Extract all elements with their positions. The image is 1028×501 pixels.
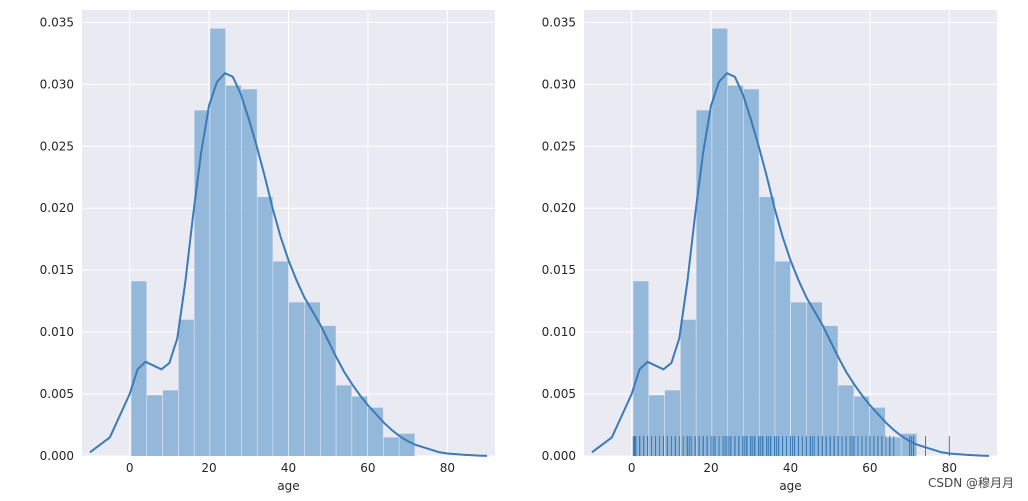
chart-2-x-tick-label-0: 0 [628, 461, 636, 475]
chart-1-panel: 0.000 0.005 0.010 0.015 0.020 0.025 0.030 0.035… [40, 10, 495, 493]
chart-1-bar-6 [225, 85, 242, 457]
chart-2-y-tick-label-5: 0.025 [542, 139, 576, 153]
chart-2-x-tick-label-4: 80 [942, 461, 957, 475]
chart-1-bar-8 [257, 197, 273, 457]
chart-2-bar-9 [775, 261, 791, 456]
chart-1-bar-16 [383, 437, 399, 456]
chart-1-bar-3 [178, 319, 194, 456]
chart-2-bar-8 [759, 197, 775, 457]
chart-2-bar-6 [727, 85, 744, 457]
chart-1-bars [131, 28, 415, 457]
chart-2-bars [633, 28, 917, 457]
chart-2-bar-10 [791, 302, 807, 456]
chart-2-x-tick-label-2: 40 [783, 461, 798, 475]
chart-1-y-tick-label-7: 0.035 [40, 15, 74, 29]
chart-1-bar-12 [320, 325, 336, 456]
chart-1-bar-15 [367, 407, 384, 456]
chart-1-bar-2 [162, 390, 179, 456]
chart-2-bar-3 [680, 319, 696, 456]
chart-1-x-tick-label-2: 40 [281, 461, 296, 475]
chart-2-bar-5 [712, 28, 728, 456]
chart-2-y-tick-label-7: 0.035 [542, 15, 576, 29]
chart-2-y-tick-label-1: 0.005 [542, 387, 576, 401]
chart-1-x-axis-label: age [277, 479, 299, 493]
chart-2-y-tick-label-3: 0.015 [542, 263, 576, 277]
chart-2-bar-7 [743, 89, 759, 457]
watermark: CSDN @穆月月 [927, 476, 1014, 490]
chart-2-y-tick-label-0: 0.000 [542, 449, 576, 463]
chart-1-y-tick-label-1: 0.005 [40, 387, 74, 401]
chart-1-x-tick-label-0: 0 [126, 461, 134, 475]
chart-2-bar-11 [806, 302, 822, 456]
chart-2-bar-12 [822, 325, 838, 456]
chart-2-bar-16 [885, 437, 901, 456]
chart-2-x-axis-label: age [779, 479, 801, 493]
chart-1-y-tick-label-0: 0.000 [40, 449, 74, 463]
chart-1-kde-line [89, 71, 488, 457]
chart-1-bar-10 [289, 302, 305, 456]
chart-1-bar-9 [273, 261, 289, 456]
chart-1-bar-11 [304, 302, 320, 456]
chart-1-y-tick-label-3: 0.015 [40, 263, 74, 277]
chart-2-y-tick-label-2: 0.010 [542, 325, 576, 339]
chart-1-x-tick-label-4: 80 [440, 461, 455, 475]
chart-2-rug [632, 436, 950, 456]
chart-2-kde-line [591, 71, 990, 457]
chart-2-x-tick-label-3: 60 [862, 461, 877, 475]
chart-1-bar-14 [352, 396, 368, 456]
chart-1-bar-4 [194, 110, 210, 456]
chart-2-panel: 0.000 0.005 0.010 0.015 0.020 0.025 0.030 0.035… [542, 10, 997, 493]
chart-1-y-tick-label-6: 0.030 [40, 77, 74, 91]
chart-1-bar-1 [147, 395, 163, 456]
chart-2-x-tick-label-1: 20 [703, 461, 718, 475]
chart-1-y-tick-label-4: 0.020 [40, 201, 74, 215]
chart-1-x-tick-label-3: 60 [360, 461, 375, 475]
chart-1-y-tick-label-2: 0.010 [40, 325, 74, 339]
chart-2-bar-2 [664, 390, 681, 456]
chart-2-y-tick-label-6: 0.030 [542, 77, 576, 91]
chart-2-bar-4 [696, 110, 712, 456]
chart-1-y-tick-label-5: 0.025 [40, 139, 74, 153]
chart-2-y-tick-label-4: 0.020 [542, 201, 576, 215]
chart-1-bar-7 [241, 89, 257, 457]
chart-1-bar-13 [336, 385, 352, 456]
chart-1-bar-5 [210, 28, 226, 456]
chart-1-x-tick-label-1: 20 [201, 461, 216, 475]
chart-2-bar-1 [649, 395, 665, 456]
